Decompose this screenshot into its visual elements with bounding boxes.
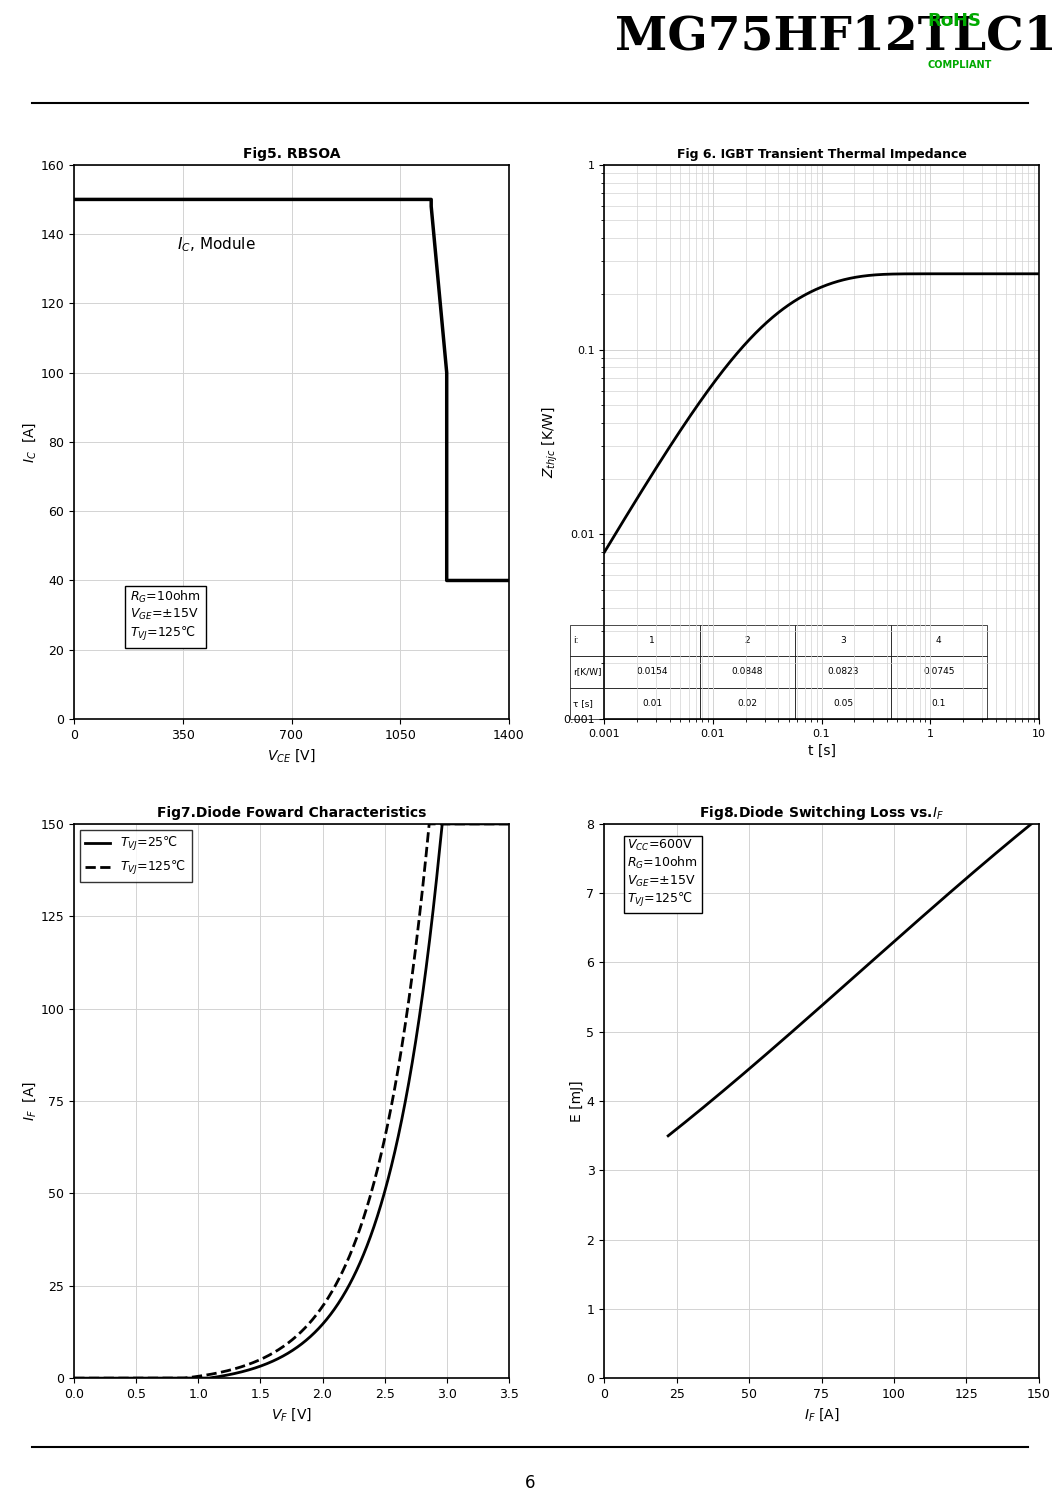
- $T_{VJ}$=25℃: [407, 1049, 420, 1067]
- Text: MG75HF12TLC1: MG75HF12TLC1: [615, 13, 1057, 60]
- $T_{VJ}$=125℃: [423, 815, 436, 833]
- X-axis label: $V_{CE}$ [V]: $V_{CE}$ [V]: [267, 748, 316, 764]
- X-axis label: t [s]: t [s]: [808, 745, 835, 758]
- Text: $I_C$, Module: $I_C$, Module: [177, 235, 255, 253]
- $T_{VJ}$=125℃: [260, 1348, 272, 1366]
- Y-axis label: $Z_{thjc}$ [K/W]: $Z_{thjc}$ [K/W]: [541, 406, 560, 478]
- Text: COMPLIANT: COMPLIANT: [928, 60, 992, 70]
- $T_{VJ}$=25℃: [502, 815, 515, 833]
- $T_{VJ}$=125℃: [414, 894, 427, 912]
- $T_{VJ}$=125℃: [502, 815, 515, 833]
- Legend: $T_{VJ}$=25℃, $T_{VJ}$=125℃: $T_{VJ}$=25℃, $T_{VJ}$=125℃: [81, 830, 192, 882]
- Text: RoHS: RoHS: [928, 12, 982, 30]
- $T_{VJ}$=25℃: [244, 1360, 257, 1378]
- Line: $T_{VJ}$=25℃: $T_{VJ}$=25℃: [74, 824, 509, 1378]
- X-axis label: $I_F$ [A]: $I_F$ [A]: [803, 1407, 840, 1423]
- $T_{VJ}$=25℃: [112, 1369, 125, 1387]
- Line: $T_{VJ}$=125℃: $T_{VJ}$=125℃: [74, 824, 509, 1378]
- $T_{VJ}$=25℃: [260, 1356, 272, 1374]
- Text: 6: 6: [525, 1474, 535, 1492]
- Title: Fig 6. IGBT Transient Thermal Impedance: Fig 6. IGBT Transient Thermal Impedance: [676, 148, 967, 160]
- $T_{VJ}$=125℃: [68, 1369, 81, 1387]
- $T_{VJ}$=25℃: [414, 998, 427, 1016]
- Text: $R_G$=10ohm
$V_{GE}$=±15V
$T_{VJ}$=125℃: $R_G$=10ohm $V_{GE}$=±15V $T_{VJ}$=125℃: [130, 589, 201, 643]
- $T_{VJ}$=125℃: [367, 1179, 379, 1197]
- Title: Fig7.Diode Foward Characteristics: Fig7.Diode Foward Characteristics: [157, 806, 426, 819]
- Y-axis label: $I_F$  [A]: $I_F$ [A]: [21, 1082, 38, 1121]
- Title: Fig8.Diode Switching Loss vs.$I_F$: Fig8.Diode Switching Loss vs.$I_F$: [699, 804, 944, 822]
- $T_{VJ}$=125℃: [407, 959, 420, 977]
- $T_{VJ}$=125℃: [112, 1369, 125, 1387]
- $T_{VJ}$=25℃: [436, 815, 448, 833]
- X-axis label: $V_F$ [V]: $V_F$ [V]: [271, 1407, 312, 1423]
- $T_{VJ}$=25℃: [367, 1221, 379, 1239]
- Y-axis label: $I_C$  [A]: $I_C$ [A]: [21, 421, 38, 463]
- $T_{VJ}$=25℃: [68, 1369, 81, 1387]
- Title: Fig5. RBSOA: Fig5. RBSOA: [243, 147, 340, 160]
- $T_{VJ}$=125℃: [244, 1354, 257, 1372]
- Y-axis label: E [mJ]: E [mJ]: [569, 1080, 584, 1122]
- Text: $V_{CC}$=600V
$R_G$=10ohm
$V_{GE}$=±15V
$T_{VJ}$=125℃: $V_{CC}$=600V $R_G$=10ohm $V_{GE}$=±15V …: [628, 837, 699, 909]
